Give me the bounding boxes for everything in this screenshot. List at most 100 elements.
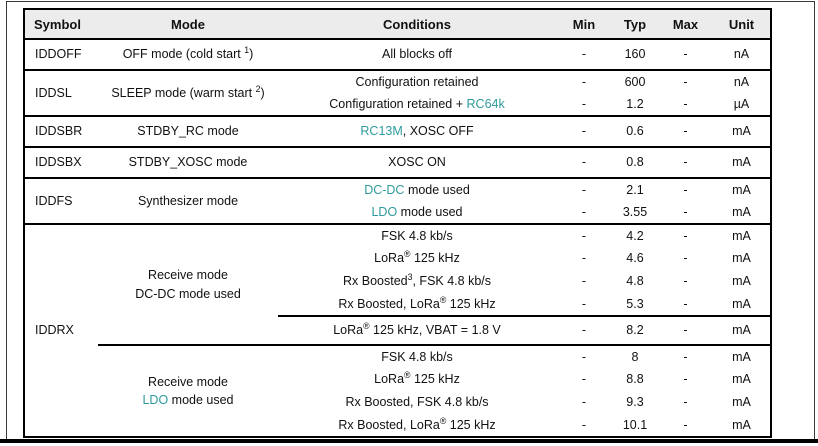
table-group: IDDOFF OFF mode (cold start 1) All blocks …: [24, 39, 771, 70]
text-segment: STDBY_XOSC mode: [128, 155, 248, 170]
max-cell: -: [683, 372, 688, 387]
text-segment: Rx Boosted, FSK 4.8 kb/s: [345, 395, 489, 410]
superscript: ®: [404, 370, 411, 381]
text-segment: mode used: [168, 393, 234, 407]
table-group: IDDRX Receive mode DC-DC mode used FSK 4.8 …: [24, 224, 771, 437]
link[interactable]: LDO: [371, 204, 398, 219]
unit-cell: mA: [713, 315, 771, 345]
typ-cell: 4.2: [626, 228, 644, 243]
table-group: IDDSBX STDBY_XOSC mode XOSC ON - 0.8 - mA: [24, 147, 771, 178]
table-row: LoRa® 125 kHz, VBAT = 1.8 V -8.2- mA: [24, 315, 771, 345]
text-segment: Synthesizer mode: [137, 193, 239, 208]
table-row: Receive mode LDO mode used FSK 4.8 kb/s -8-…: [24, 344, 771, 437]
symbol-cell: IDDOFF: [35, 47, 82, 62]
header-symbol: Symbol: [24, 9, 98, 40]
max-cell: -: [658, 344, 713, 368]
superscript: 1: [244, 45, 250, 56]
mode-line: Synthesizer mode: [102, 192, 274, 210]
typ-cell: 1.2: [626, 96, 644, 111]
table-row: Rx Boosted, LoRa® 125 kHz - 5.3 - mA: [24, 293, 771, 316]
unit-cell: mA: [732, 204, 751, 219]
text-segment: Configuration retained +: [329, 96, 467, 111]
table-row: IDDRX Receive mode DC-DC mode used FSK 4.8 …: [24, 224, 771, 338]
spec-table: Symbol Mode Conditions Min Typ Max Unit …: [23, 8, 772, 438]
min-cell: -: [581, 74, 587, 89]
typ-cell: 2.1: [626, 182, 644, 197]
condition-cell: LoRa® 125 kHz: [278, 247, 556, 270]
page-bottom-rule: [0, 439, 818, 443]
max-cell: -: [683, 155, 688, 170]
link[interactable]: RC64k: [466, 96, 505, 111]
text-segment: ): [260, 85, 265, 100]
header-row: Symbol Mode Conditions Min Typ Max Unit: [24, 9, 771, 40]
text-segment: 125 kHz, VBAT = 1.8 V: [369, 323, 501, 338]
condition-cell: Rx Boosted, LoRa® 125 kHz: [278, 293, 556, 316]
text-segment: LoRa: [374, 251, 405, 266]
min-cell: -: [556, 344, 612, 368]
min-cell: -: [556, 315, 612, 345]
text-segment: Rx Boosted: [342, 274, 408, 289]
condition-cell: FSK 4.8 kb/s: [278, 344, 556, 368]
text-segment: Receive mode: [148, 268, 228, 283]
link[interactable]: DC-DC: [364, 182, 405, 197]
text-segment: Rx Boosted, LoRa: [338, 417, 440, 432]
typ-cell: 600: [624, 74, 646, 89]
superscript: ®: [439, 294, 447, 305]
typ-cell: 9.3: [626, 395, 644, 410]
symbol-cell: IDDSBR: [35, 124, 83, 139]
mode-line: Receive mode: [102, 373, 274, 391]
max-cell: -: [683, 395, 688, 410]
mode-line: Receive mode: [102, 266, 274, 284]
link[interactable]: LDO: [142, 393, 169, 407]
table-row: LDO mode used - 3.55 - mA: [24, 201, 771, 224]
condition-cell: LoRa® 125 kHz: [278, 368, 556, 391]
condition-cell: LoRa® 125 kHz, VBAT = 1.8 V: [278, 315, 556, 345]
mode-cell: Receive mode DC-DC mode used: [98, 224, 278, 345]
mode-line: STDBY_RC mode: [102, 122, 274, 140]
min-cell: -: [581, 372, 587, 387]
superscript: ®: [363, 321, 370, 332]
typ-cell: 3.55: [622, 204, 648, 219]
symbol-cell: IDDSL: [35, 85, 72, 100]
unit-cell: mA: [713, 344, 771, 368]
typ-cell: 0.8: [626, 155, 644, 170]
unit-cell: mA: [732, 417, 751, 432]
text-segment: FSK 4.8 kb/s: [381, 349, 453, 364]
max-cell: -: [683, 296, 688, 311]
mode-cell: OFF mode (cold start 1): [98, 39, 278, 70]
max-cell: -: [683, 47, 688, 62]
header-unit: Unit: [713, 9, 771, 40]
max-cell: -: [683, 96, 688, 111]
typ-cell: 4.8: [626, 274, 644, 289]
unit-cell: mA: [732, 182, 751, 197]
min-cell: -: [581, 251, 587, 266]
condition-cell: DC-DC mode used: [278, 178, 556, 201]
unit-cell: mA: [732, 228, 751, 243]
table-row: LoRa® 125 kHz - 4.6 - mA: [24, 247, 771, 270]
text-segment: Receive mode: [148, 374, 228, 389]
header-typ: Typ: [612, 9, 658, 40]
symbol-cell: IDDRX: [35, 323, 74, 338]
text-segment: LoRa: [374, 372, 405, 387]
min-cell: -: [581, 124, 587, 139]
superscript: 3: [407, 272, 413, 283]
table-row: IDDFS Synthesizer mode DC-DC mode used - 2.1…: [24, 178, 771, 208]
superscript: 2: [255, 83, 261, 94]
text-segment: , FSK 4.8 kb/s: [412, 274, 491, 289]
mode-cell: Synthesizer mode: [98, 178, 278, 224]
link[interactable]: RC13M: [360, 124, 403, 139]
text-segment: ): [249, 47, 254, 62]
condition-cell: RC13M, XOSC OFF: [278, 116, 556, 147]
unit-cell: mA: [732, 274, 751, 289]
max-cell: -: [683, 228, 688, 243]
text-segment: , XOSC OFF: [402, 124, 474, 139]
text-segment: All blocks off: [382, 47, 452, 62]
table-row: Rx Boosted3, FSK 4.8 kb/s - 4.8 - mA: [24, 270, 771, 293]
typ-cell: 4.6: [626, 251, 644, 266]
mode-line: OFF mode (cold start 1): [102, 45, 274, 63]
condition-cell: Rx Boosted, LoRa® 125 kHz: [278, 414, 556, 437]
text-segment: Configuration retained: [355, 74, 479, 89]
table-group: IDDSL SLEEP mode (warm start 2) Configurat…: [24, 70, 771, 116]
header-min: Min: [556, 9, 612, 40]
typ-cell: 160: [624, 47, 646, 62]
